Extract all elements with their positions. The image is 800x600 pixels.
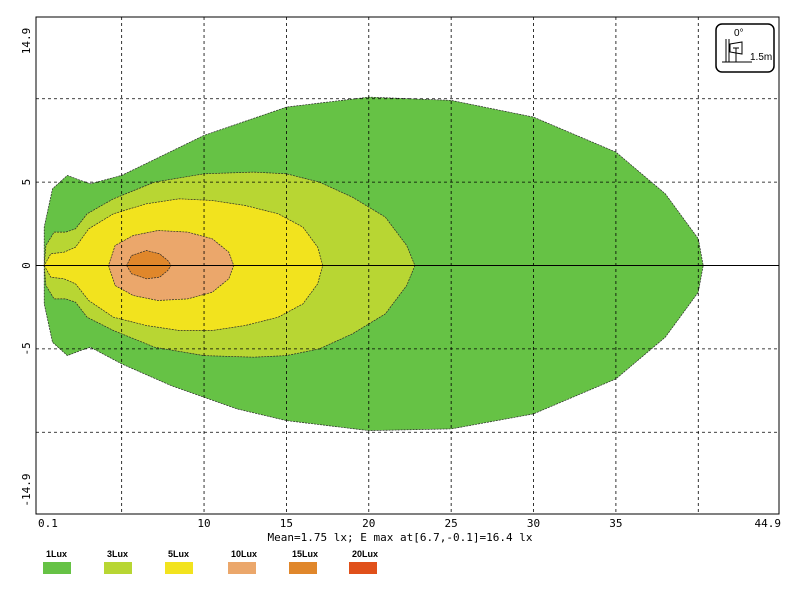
stats-text: Mean=1.75 lx; E max at[6.7,-0.1]=16.4 lx	[268, 531, 533, 544]
mounting-badge: 0° 1.5m	[715, 23, 775, 73]
y-tick-label: 0	[20, 262, 33, 269]
legend-swatch	[349, 562, 377, 574]
legend: 1Lux 3Lux 5Lux 10Lux 15Lux 20Lux	[43, 549, 378, 574]
legend-item: 15Lux	[289, 549, 318, 574]
x-tick-label: 35	[609, 517, 622, 530]
legend-item: 10Lux	[228, 549, 257, 574]
legend-swatch	[104, 562, 132, 574]
legend-swatch	[165, 562, 193, 574]
y-axis-ticks: 14.9 5 0 -5 -14.9	[20, 28, 33, 507]
x-tick-label: 44.9	[755, 517, 782, 530]
legend-item: 1Lux	[43, 549, 71, 574]
x-tick-label: 25	[445, 517, 458, 530]
legend-swatch	[43, 562, 71, 574]
x-tick-label: 15	[280, 517, 293, 530]
legend-label: 15Lux	[292, 549, 318, 559]
badge-height-text: 1.5m	[750, 52, 772, 63]
x-tick-label: 20	[362, 517, 375, 530]
badge-angle-text: 0°	[734, 28, 744, 39]
y-tick-label: 5	[20, 179, 33, 186]
x-tick-label: 30	[527, 517, 540, 530]
y-tick-label: 14.9	[20, 28, 33, 55]
x-tick-label: 0.1	[38, 517, 58, 530]
legend-label: 3Lux	[107, 549, 128, 559]
legend-item: 5Lux	[165, 549, 193, 574]
y-tick-label: -14.9	[20, 473, 33, 506]
x-tick-label: 10	[197, 517, 210, 530]
legend-label: 5Lux	[168, 549, 189, 559]
x-axis-ticks: 0.1 10 15 20 25 30 35 44.9	[38, 517, 781, 530]
legend-swatch	[289, 562, 317, 574]
badge-frame	[715, 23, 775, 73]
plot-frame	[35, 16, 780, 515]
legend-item: 20Lux	[349, 549, 378, 574]
legend-label: 20Lux	[352, 549, 378, 559]
legend-swatch	[228, 562, 256, 574]
lamp-pole-icon	[722, 39, 752, 63]
contour-layer	[43, 96, 704, 431]
y-tick-label: -5	[20, 342, 33, 355]
legend-label: 1Lux	[46, 549, 67, 559]
legend-label: 10Lux	[231, 549, 257, 559]
legend-item: 3Lux	[104, 549, 132, 574]
